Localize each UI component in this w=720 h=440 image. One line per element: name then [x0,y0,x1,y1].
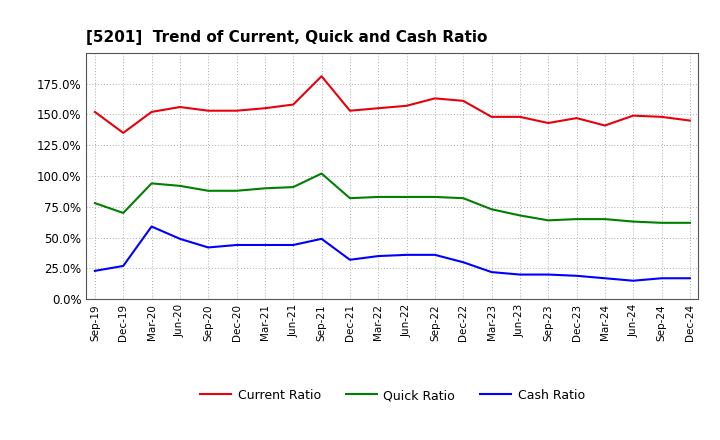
Quick Ratio [233,188,241,194]
Current Ratio [516,114,524,120]
Cash Ratio [459,260,467,265]
Current Ratio [544,121,552,126]
Quick Ratio [148,181,156,186]
Quick Ratio [629,219,637,224]
Current Ratio [431,96,439,101]
Line: Quick Ratio: Quick Ratio [95,173,690,223]
Current Ratio [629,113,637,118]
Quick Ratio [402,194,411,200]
Current Ratio [487,114,496,120]
Quick Ratio [374,194,382,200]
Quick Ratio [204,188,212,194]
Current Ratio [261,106,269,111]
Quick Ratio [318,171,326,176]
Quick Ratio [289,184,297,190]
Current Ratio [459,98,467,103]
Current Ratio [204,108,212,114]
Quick Ratio [176,183,184,188]
Cash Ratio [148,224,156,229]
Cash Ratio [402,252,411,257]
Cash Ratio [176,236,184,242]
Current Ratio [289,102,297,107]
Text: [5201]  Trend of Current, Quick and Cash Ratio: [5201] Trend of Current, Quick and Cash … [86,29,487,45]
Cash Ratio [91,268,99,274]
Quick Ratio [572,216,581,222]
Cash Ratio [374,253,382,259]
Quick Ratio [91,201,99,206]
Cash Ratio [629,278,637,283]
Cash Ratio [204,245,212,250]
Quick Ratio [544,218,552,223]
Current Ratio [402,103,411,108]
Quick Ratio [431,194,439,200]
Cash Ratio [318,236,326,242]
Quick Ratio [600,216,609,222]
Quick Ratio [119,210,127,216]
Current Ratio [657,114,666,120]
Cash Ratio [289,242,297,248]
Quick Ratio [685,220,694,225]
Current Ratio [346,108,354,114]
Line: Current Ratio: Current Ratio [95,76,690,133]
Quick Ratio [657,220,666,225]
Cash Ratio [572,273,581,279]
Line: Cash Ratio: Cash Ratio [95,227,690,281]
Cash Ratio [657,275,666,281]
Current Ratio [176,104,184,110]
Cash Ratio [544,272,552,277]
Cash Ratio [119,263,127,268]
Cash Ratio [685,275,694,281]
Current Ratio [91,109,99,114]
Current Ratio [685,118,694,123]
Cash Ratio [516,272,524,277]
Cash Ratio [233,242,241,248]
Current Ratio [374,106,382,111]
Current Ratio [148,109,156,114]
Current Ratio [600,123,609,128]
Quick Ratio [516,213,524,218]
Quick Ratio [459,195,467,201]
Cash Ratio [600,275,609,281]
Cash Ratio [431,252,439,257]
Current Ratio [119,130,127,136]
Cash Ratio [261,242,269,248]
Quick Ratio [487,207,496,212]
Quick Ratio [346,195,354,201]
Current Ratio [233,108,241,114]
Cash Ratio [487,269,496,275]
Legend: Current Ratio, Quick Ratio, Cash Ratio: Current Ratio, Quick Ratio, Cash Ratio [195,384,590,407]
Current Ratio [572,115,581,121]
Quick Ratio [261,186,269,191]
Current Ratio [318,73,326,79]
Cash Ratio [346,257,354,262]
